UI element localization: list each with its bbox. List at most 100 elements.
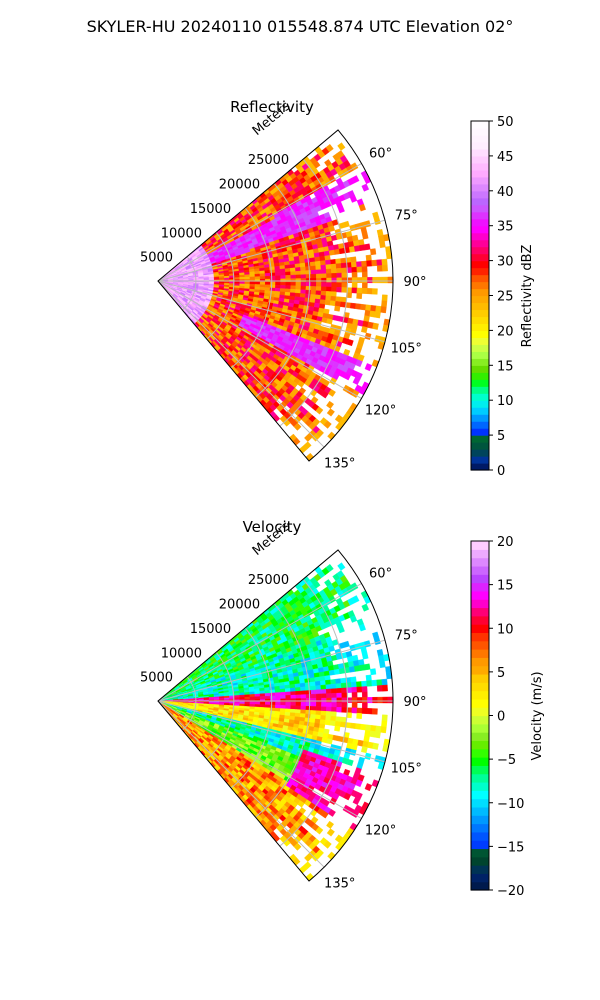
field-cell xyxy=(316,273,322,279)
colorbar-block xyxy=(471,330,489,338)
field-cell xyxy=(284,268,291,273)
field-cell xyxy=(300,285,307,291)
colorbar-block xyxy=(471,141,489,150)
colorbar-block xyxy=(471,253,489,262)
field-cell xyxy=(264,272,271,277)
field-cell xyxy=(315,710,322,716)
field-cell xyxy=(341,707,348,713)
field-cell xyxy=(346,292,352,299)
field-cell xyxy=(254,276,261,280)
field-cell xyxy=(265,701,271,706)
field-cell xyxy=(275,275,281,280)
range-gridline xyxy=(279,158,348,427)
field-cell xyxy=(270,701,276,706)
field-cell xyxy=(340,296,347,303)
colorbar-tick-label: 45 xyxy=(497,150,514,165)
field-cell xyxy=(381,720,388,728)
range-tick-label: 10000 xyxy=(161,226,202,241)
field-cell xyxy=(285,705,291,710)
field-cell xyxy=(341,702,348,708)
field-cell xyxy=(280,698,286,703)
field-cell xyxy=(259,701,266,705)
field-cell xyxy=(326,318,333,325)
field-cell xyxy=(376,685,383,692)
field-cell xyxy=(269,284,276,289)
field-cell xyxy=(325,259,332,266)
field-cell xyxy=(305,698,312,703)
field-cell xyxy=(305,266,312,271)
field-cell xyxy=(274,689,281,694)
colorbar-block xyxy=(471,442,489,450)
field-cell xyxy=(316,693,322,699)
colorbar-block xyxy=(471,379,489,387)
field-cell xyxy=(334,305,341,312)
field-cell xyxy=(381,300,388,308)
field-cell xyxy=(244,701,251,705)
field-cell xyxy=(340,677,347,684)
field-cell xyxy=(264,275,271,280)
field-cell xyxy=(326,286,332,292)
colorbar-block xyxy=(471,295,489,304)
field-cell xyxy=(321,697,327,703)
field-cell xyxy=(321,702,327,708)
field-cell xyxy=(254,696,261,700)
field-cell xyxy=(351,261,357,268)
field-cell xyxy=(275,701,281,706)
field-cell xyxy=(310,702,317,707)
field-cell xyxy=(358,203,366,212)
colorbar-block xyxy=(471,246,489,255)
field-cell xyxy=(361,707,368,714)
range-tick-label: 25000 xyxy=(248,153,289,168)
colorbar-block xyxy=(471,358,489,366)
field-cell xyxy=(274,269,281,274)
field-cell xyxy=(376,229,384,237)
field-cell xyxy=(336,277,343,283)
field-cell xyxy=(336,697,343,703)
field-cell xyxy=(249,281,256,285)
field-cell xyxy=(315,406,324,415)
field-cell xyxy=(316,277,322,283)
field-cell xyxy=(324,719,331,726)
colorbar-block xyxy=(471,372,489,380)
field-cell xyxy=(305,686,312,691)
field-cell xyxy=(376,679,383,686)
field-cell xyxy=(341,277,348,283)
field-cell xyxy=(372,742,379,750)
azimuth-gridline xyxy=(157,280,325,448)
range-gridline xyxy=(206,231,235,340)
field-cell xyxy=(333,248,341,255)
field-cell xyxy=(326,277,332,283)
field-cell xyxy=(361,691,368,698)
field-cell xyxy=(358,659,365,666)
field-cell xyxy=(290,271,297,276)
colorbar-block xyxy=(471,121,489,129)
field-cell xyxy=(270,275,276,280)
field-cell xyxy=(312,160,321,169)
field-cell xyxy=(290,701,297,707)
colorbar-block xyxy=(471,428,489,436)
field-cell xyxy=(351,287,358,294)
field-cell xyxy=(361,287,368,294)
field-cell xyxy=(280,275,286,280)
field-cell xyxy=(325,711,332,717)
field-cell xyxy=(295,702,302,707)
field-cell xyxy=(364,243,371,251)
field-cell xyxy=(270,695,276,700)
field-cell xyxy=(320,290,327,296)
field-cell xyxy=(337,562,346,571)
field-cell xyxy=(324,299,331,306)
field-cell xyxy=(357,697,363,703)
field-cell xyxy=(338,247,346,255)
field-cell xyxy=(326,282,332,288)
field-cell xyxy=(310,282,317,287)
field-cell xyxy=(320,390,329,399)
azimuth-gridline xyxy=(157,280,386,343)
field-cell xyxy=(381,678,388,686)
field-cell xyxy=(365,674,372,682)
field-cell xyxy=(331,702,338,708)
colorbar-block xyxy=(471,302,489,311)
azimuth-tick-label: 60° xyxy=(369,147,392,162)
field-cell xyxy=(254,281,261,285)
